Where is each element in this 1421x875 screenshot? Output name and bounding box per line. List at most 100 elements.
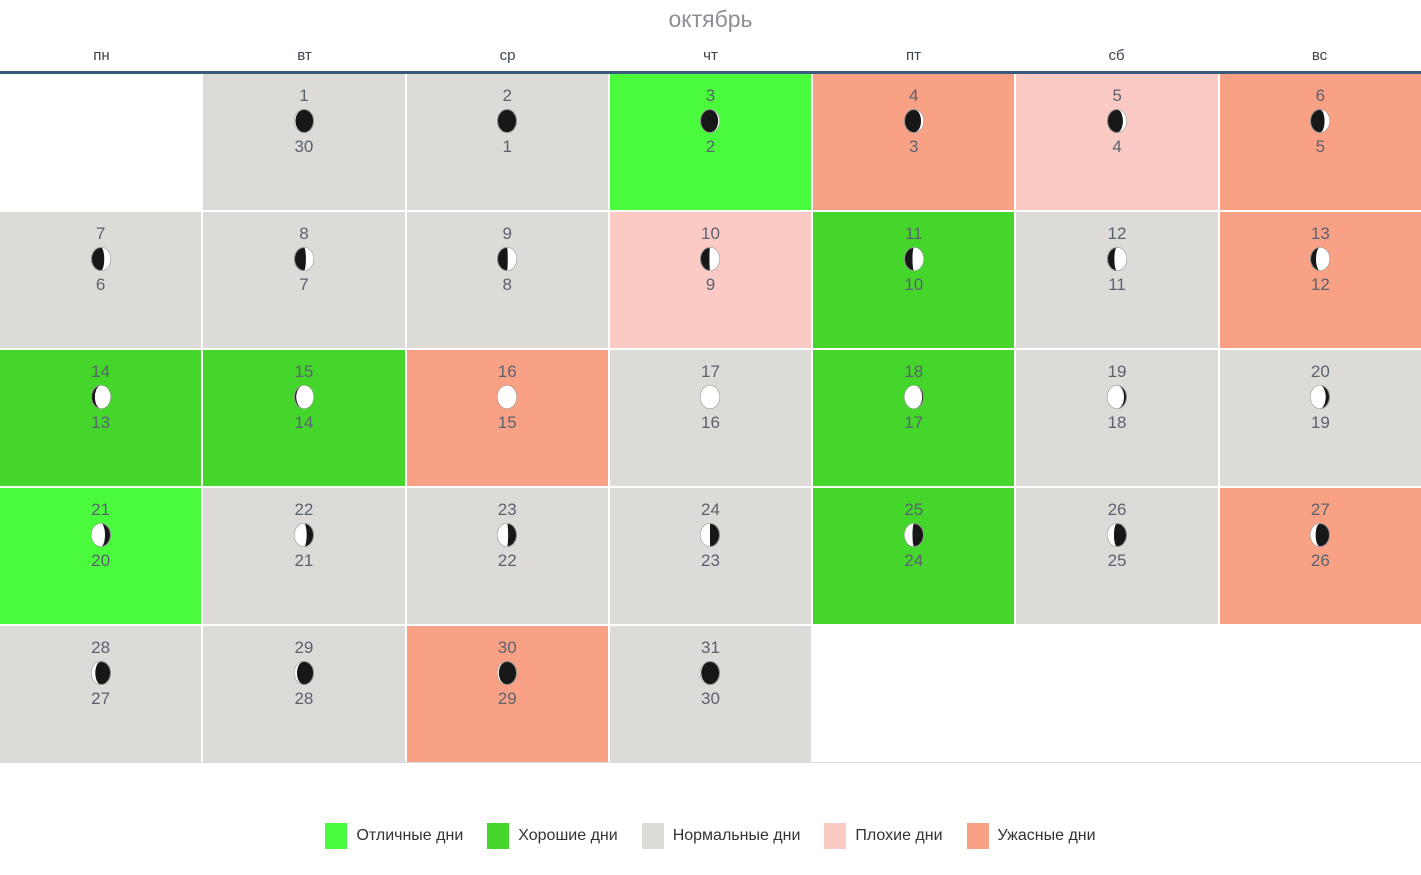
legend-item-normal: Нормальные дни xyxy=(641,823,801,849)
lunar-day-number: 27 xyxy=(91,689,111,708)
empty-cell xyxy=(0,74,202,210)
day-cell-23[interactable]: 23 22 xyxy=(406,488,608,624)
empty-cell xyxy=(1016,626,1218,762)
date-number: 4 xyxy=(909,86,919,105)
legend-item-excellent: Отличные дни xyxy=(325,823,463,849)
moon-phase-icon xyxy=(0,660,201,686)
moon-phase-icon xyxy=(610,246,811,272)
lunar-day-number: 25 xyxy=(1107,551,1127,570)
moon-phase-icon xyxy=(813,522,1014,548)
lunar-day-number: 23 xyxy=(701,551,720,570)
moon-phase-icon xyxy=(203,108,404,134)
weekday-header-4: пт xyxy=(906,47,921,64)
date-number: 9 xyxy=(502,224,512,243)
date-number: 25 xyxy=(904,500,924,519)
lunar-day-number: 15 xyxy=(497,413,517,432)
day-cell-31[interactable]: 31 30 xyxy=(609,626,812,762)
date-number: 22 xyxy=(294,500,314,519)
date-number: 31 xyxy=(701,638,720,657)
weekday-header-6: вс xyxy=(1311,47,1328,64)
day-cell-25[interactable]: 25 24 xyxy=(813,488,1015,624)
date-number: 18 xyxy=(904,362,924,381)
moon-phase-icon xyxy=(407,522,608,548)
lunar-day-number: 26 xyxy=(1310,551,1330,570)
day-cell-16[interactable]: 16 15 xyxy=(406,350,608,486)
date-number: 1 xyxy=(299,86,309,105)
date-number: 11 xyxy=(904,224,923,243)
date-number: 8 xyxy=(299,224,309,243)
date-number: 7 xyxy=(95,224,106,243)
day-cell-19[interactable]: 19 18 xyxy=(1016,350,1218,486)
legend: Отличные дни Хорошие дни Нормальные дни Пло… xyxy=(0,823,1421,849)
legend-item-terrible: Ужасные дни xyxy=(966,823,1096,849)
lunar-day-number: 1 xyxy=(502,137,512,156)
lunar-day-number: 29 xyxy=(497,689,517,708)
lunar-day-number: 22 xyxy=(497,551,517,570)
legend-label: Плохие дни xyxy=(855,827,943,844)
date-number: 19 xyxy=(1107,362,1127,381)
moon-phase-icon xyxy=(203,384,404,410)
date-number: 6 xyxy=(1315,86,1326,105)
day-cell-30[interactable]: 30 29 xyxy=(406,626,608,762)
date-number: 24 xyxy=(701,500,720,519)
day-cell-13[interactable]: 13 12 xyxy=(1219,212,1421,348)
lunar-day-number: 21 xyxy=(294,551,314,570)
moon-phase-icon xyxy=(813,108,1014,134)
day-cell-17[interactable]: 17 16 xyxy=(609,350,812,486)
day-cell-24[interactable]: 24 23 xyxy=(609,488,812,624)
day-cell-10[interactable]: 10 9 xyxy=(609,212,812,348)
date-number: 28 xyxy=(91,638,111,657)
day-cell-29[interactable]: 29 28 xyxy=(203,626,405,762)
moon-phase-icon xyxy=(1220,108,1421,134)
moon-phase-icon xyxy=(203,246,404,272)
moon-phase-icon xyxy=(203,660,404,686)
lunar-day-number: 19 xyxy=(1310,413,1330,432)
lunar-day-number: 14 xyxy=(294,413,314,432)
lunar-day-number: 17 xyxy=(904,413,924,432)
date-number: 16 xyxy=(497,362,517,381)
day-cell-21[interactable]: 21 20 xyxy=(0,488,202,624)
lunar-day-number: 3 xyxy=(909,137,919,156)
date-number: 13 xyxy=(1310,224,1330,243)
legend-label: Нормальные дни xyxy=(672,827,801,844)
day-cell-15[interactable]: 15 14 xyxy=(203,350,405,486)
day-cell-27[interactable]: 27 26 xyxy=(1219,488,1421,624)
lunar-day-number: 9 xyxy=(705,275,716,294)
lunar-day-number: 30 xyxy=(701,689,720,708)
moon-phase-icon xyxy=(1220,384,1421,410)
moon-phase-icon xyxy=(0,522,201,548)
moon-phase-icon xyxy=(813,384,1014,410)
day-cell-22[interactable]: 22 21 xyxy=(203,488,405,624)
day-cell-14[interactable]: 14 13 xyxy=(0,350,202,486)
day-cell-26[interactable]: 26 25 xyxy=(1016,488,1218,624)
day-cell-11[interactable]: 11 10 xyxy=(813,212,1015,348)
lunar-day-number: 24 xyxy=(904,551,924,570)
moon-phase-icon xyxy=(610,384,811,410)
lunar-day-number: 28 xyxy=(294,689,314,708)
lunar-day-number: 7 xyxy=(299,275,309,294)
day-cell-12[interactable]: 12 11 xyxy=(1016,212,1218,348)
date-number: 10 xyxy=(701,224,720,243)
moon-phase-icon xyxy=(0,246,201,272)
moon-phase-icon xyxy=(813,246,1014,272)
day-cell-1[interactable]: 1 30 xyxy=(203,74,405,210)
legend-swatch-normal xyxy=(641,823,664,849)
weekday-header-2: ср xyxy=(499,47,516,64)
date-number: 21 xyxy=(91,500,111,519)
day-cell-18[interactable]: 18 17 xyxy=(813,350,1015,486)
lunar-day-number: 2 xyxy=(705,137,716,156)
date-number: 23 xyxy=(497,500,517,519)
date-number: 15 xyxy=(294,362,314,381)
day-cell-20[interactable]: 20 19 xyxy=(1219,350,1421,486)
day-cell-28[interactable]: 28 27 xyxy=(0,626,202,762)
moon-phase-icon xyxy=(1220,522,1421,548)
moon-phase-icon xyxy=(407,384,608,410)
